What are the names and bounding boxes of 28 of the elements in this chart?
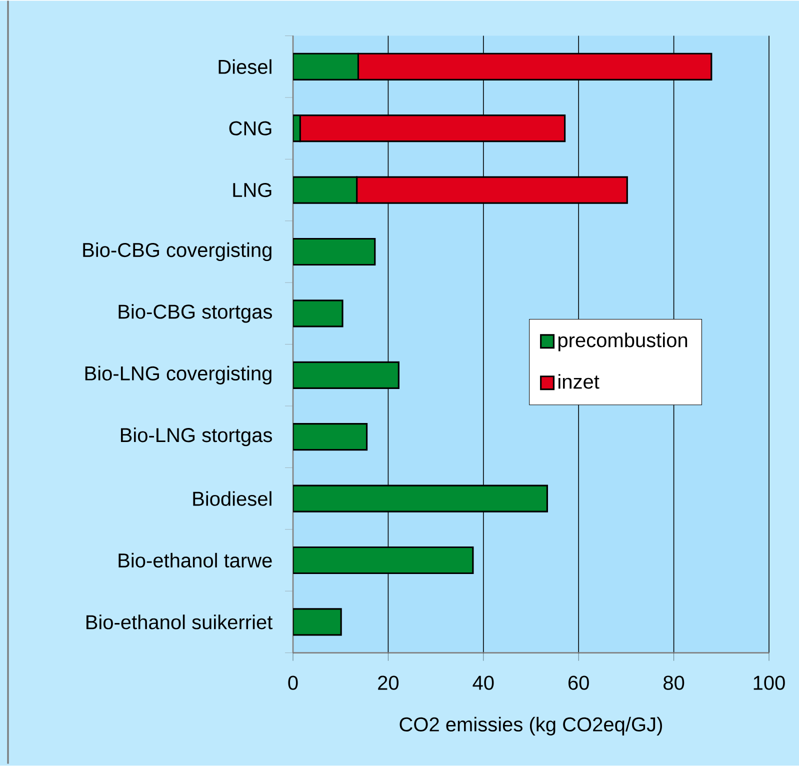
y-tick-label: Bio-ethanol suikerriet	[86, 614, 273, 630]
legend-label: precombustion	[558, 332, 688, 352]
legend-label: inzet	[558, 374, 600, 389]
x-axis-title: CO2 emissies (kg CO2eq/GJ)	[400, 716, 662, 736]
bar	[293, 608, 342, 636]
y-tick-label: Biodiesel	[193, 491, 272, 506]
y-tick-label: Bio-CBG stortgas	[118, 304, 272, 323]
bar	[293, 361, 400, 390]
bar	[293, 176, 358, 204]
y-tick-label: Diesel	[218, 59, 272, 74]
bar	[293, 484, 548, 512]
bar	[293, 52, 360, 81]
y-tick-label: Bio-LNG stortgas	[120, 428, 272, 446]
x-tick-label: 80	[664, 676, 684, 690]
bar	[293, 300, 344, 328]
y-tick-label: Bio-CBG covergisting	[83, 242, 272, 262]
x-tick-label: 40	[472, 676, 494, 690]
bar	[293, 546, 474, 574]
x-tick-label: 20	[378, 676, 399, 690]
x-tick-label: 100	[754, 676, 785, 690]
y-tick-label: Bio-LNG covergisting	[85, 366, 272, 385]
x-tick-label: 60	[568, 676, 589, 690]
y-tick-label: Bio-ethanol tarwe	[118, 553, 272, 568]
y-tick-label: CNG	[229, 121, 272, 136]
bar	[293, 423, 368, 451]
y-tick-label: LNG	[233, 183, 272, 198]
x-tick-label: 0	[288, 676, 298, 690]
bar	[293, 238, 376, 266]
